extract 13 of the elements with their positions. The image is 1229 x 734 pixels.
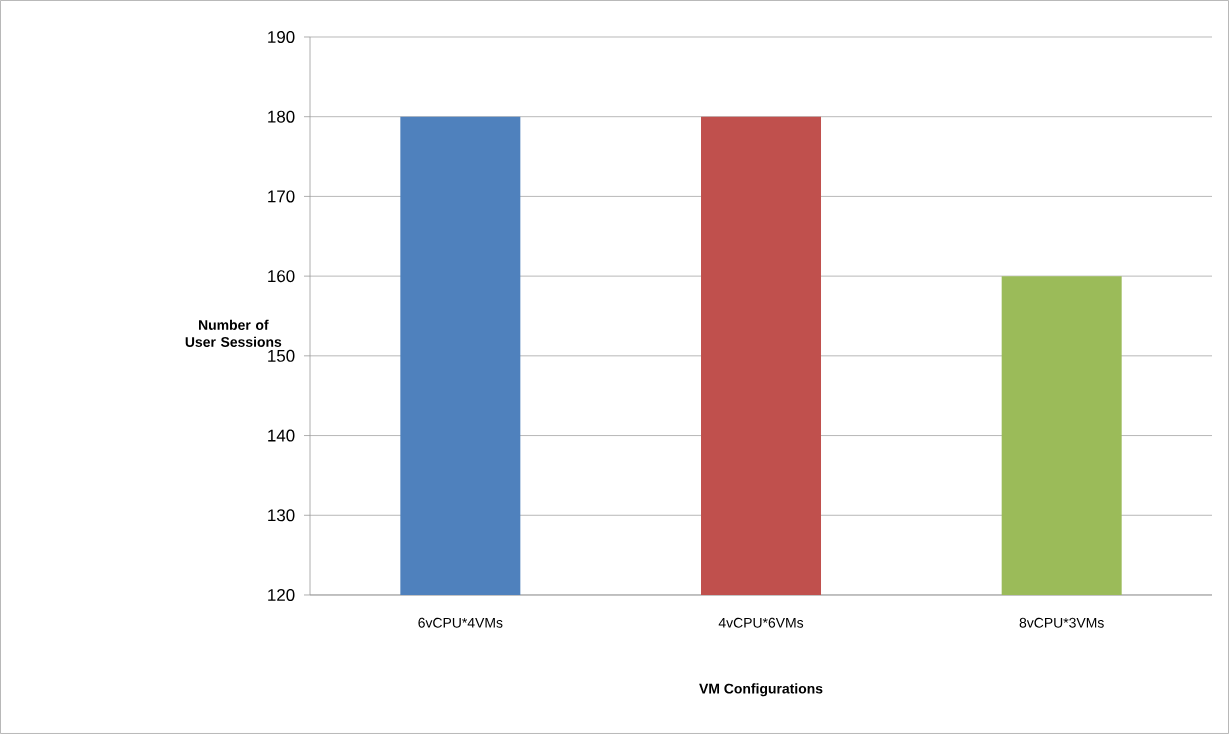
y-axis-title: Number of User Sessions <box>185 319 282 347</box>
x-tick-label: 6vCPU*4VMs <box>418 617 503 628</box>
y-tick-label: 120 <box>268 588 295 601</box>
y-tick-label: 180 <box>268 110 295 123</box>
y-tick-label: 150 <box>268 349 295 362</box>
y-tick-label: 160 <box>268 270 295 283</box>
y-tick-label: 170 <box>268 190 295 203</box>
y-tick-label: 140 <box>268 429 295 442</box>
y-tick-label: 190 <box>268 30 295 43</box>
x-tick-label: 4vCPU*6VMs <box>718 617 804 628</box>
x-tick-label: 8vCPU*3VMs <box>1019 617 1104 628</box>
x-axis-title: VM Configurations <box>699 683 823 697</box>
y-tick-label: 130 <box>268 509 295 522</box>
